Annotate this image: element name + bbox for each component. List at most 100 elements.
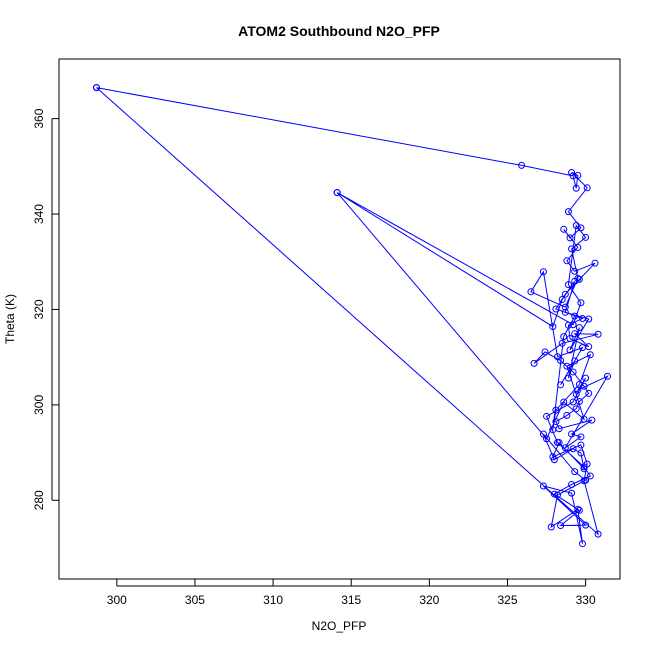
data-point <box>577 433 585 441</box>
x-axis-label: N2O_PFP <box>312 619 367 633</box>
data-point <box>560 333 568 341</box>
x-tick-label: 310 <box>263 593 283 607</box>
x-tick-label: 320 <box>419 593 439 607</box>
data-point <box>530 359 538 367</box>
data-point <box>580 465 588 473</box>
series-line <box>336 192 592 440</box>
data-point <box>568 245 576 253</box>
data-point <box>93 84 101 92</box>
data-point <box>564 374 572 382</box>
data-point <box>552 406 560 414</box>
x-tick-label: 330 <box>576 593 596 607</box>
data-point <box>572 390 580 398</box>
data-point <box>577 441 585 449</box>
data-point <box>569 398 577 406</box>
data-point <box>555 439 563 447</box>
data-point <box>569 445 577 453</box>
data-point <box>588 416 596 424</box>
data-point <box>572 405 580 413</box>
data-point <box>561 290 569 298</box>
chart-title: ATOM2 Southbound N2O_PFP <box>238 23 440 39</box>
data-point <box>575 380 583 388</box>
data-point <box>594 530 602 538</box>
data-point <box>585 315 593 323</box>
data-point <box>571 357 579 365</box>
data-point <box>563 362 571 370</box>
data-point <box>574 274 582 282</box>
data-point <box>561 308 569 316</box>
data-point <box>591 259 599 267</box>
data-point <box>518 161 526 169</box>
data-point <box>580 382 588 390</box>
data-point <box>577 449 585 457</box>
series-line <box>96 87 609 544</box>
y-tick-label: 320 <box>32 299 46 319</box>
data-point <box>568 489 576 497</box>
data-point <box>571 312 579 320</box>
data-point <box>571 468 579 476</box>
data-point <box>563 411 571 419</box>
y-tick-label: 340 <box>32 204 46 224</box>
data-point <box>585 389 593 397</box>
data-point <box>560 398 568 406</box>
y-tick-label: 360 <box>32 108 46 128</box>
data-point <box>575 324 583 332</box>
data-point <box>568 481 576 489</box>
data-point <box>539 482 547 490</box>
data-point <box>557 381 565 389</box>
y-axis: 280 300 320 340 360 <box>32 108 59 510</box>
data-point <box>541 348 549 356</box>
data-point <box>586 351 594 359</box>
data-point <box>333 189 341 197</box>
data-point <box>561 444 569 452</box>
data-point <box>580 477 588 485</box>
data-point <box>543 435 551 443</box>
data-point <box>553 491 561 499</box>
data-point <box>564 281 572 289</box>
x-axis: 300 305 310 315 320 325 330 <box>107 579 596 607</box>
data-point <box>582 521 590 529</box>
data-point <box>569 172 577 180</box>
plot-frame <box>58 58 621 580</box>
data-point <box>586 472 594 480</box>
y-axis-label: Theta (K) <box>3 294 17 344</box>
data-point <box>575 506 583 514</box>
data-point <box>543 412 551 420</box>
data-point <box>577 299 585 307</box>
x-tick-label: 325 <box>497 593 517 607</box>
data-point <box>571 267 579 275</box>
data-point <box>550 490 558 498</box>
data-point <box>568 430 576 438</box>
data-point <box>566 346 574 354</box>
data-point <box>549 453 557 461</box>
data-point <box>594 330 602 338</box>
data-point <box>582 233 590 241</box>
data-point <box>553 353 561 361</box>
data-point <box>572 221 580 229</box>
data-point <box>578 344 586 352</box>
data-point <box>574 171 582 179</box>
data-point <box>547 523 555 531</box>
data-point <box>578 540 586 548</box>
x-tick-label: 300 <box>107 593 127 607</box>
data-point <box>557 522 565 530</box>
data-point <box>568 169 576 177</box>
data-point <box>563 257 571 265</box>
data-point <box>566 335 574 343</box>
data-point <box>603 372 611 380</box>
y-tick-label: 280 <box>32 490 46 510</box>
series-layer <box>93 84 611 548</box>
data-point <box>574 505 582 513</box>
data-point <box>549 323 557 331</box>
data-point <box>569 321 577 329</box>
x-tick-label: 305 <box>185 593 205 607</box>
data-point <box>561 303 569 311</box>
x-tick-label: 315 <box>341 593 361 607</box>
data-point <box>582 374 590 382</box>
data-point <box>580 415 588 423</box>
data-point <box>583 460 591 468</box>
data-point <box>560 225 568 233</box>
data-point <box>566 234 574 242</box>
data-point <box>539 268 547 276</box>
